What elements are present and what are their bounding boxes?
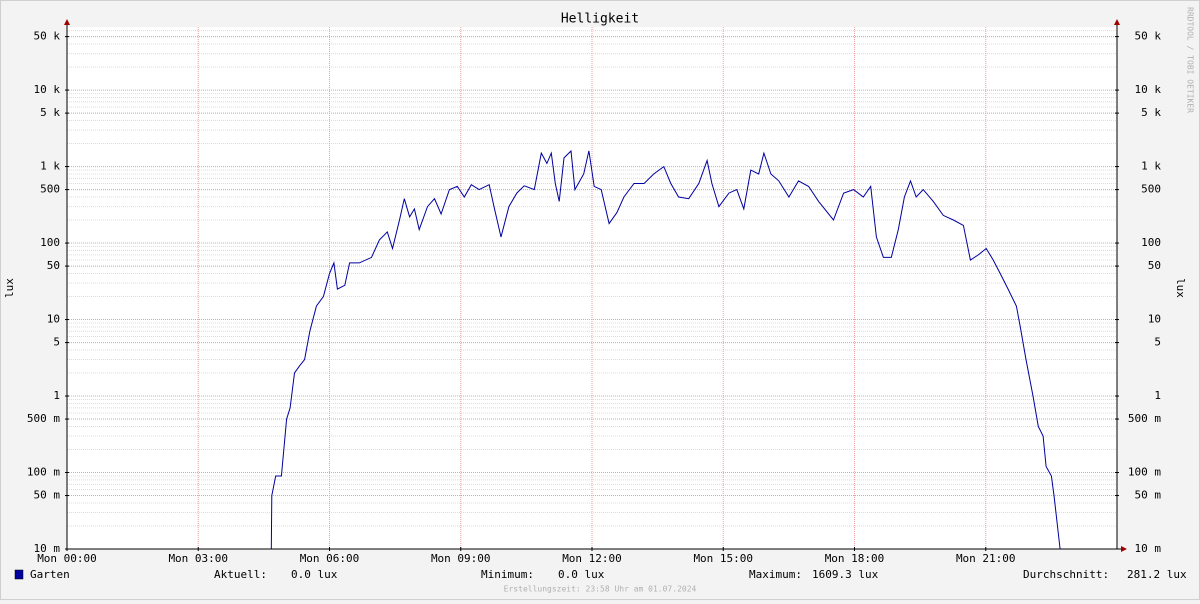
y-tick-label-right: 10 k bbox=[1135, 83, 1162, 96]
y-tick-label-right: 50 bbox=[1148, 259, 1161, 272]
stat-label: Durchschnitt: bbox=[1023, 568, 1109, 581]
chart-title: Helligkeit bbox=[561, 12, 639, 27]
stat-label: Minimum: bbox=[481, 568, 534, 581]
y-tick-label: 10 bbox=[47, 313, 60, 326]
y-tick-label-right: 100 m bbox=[1128, 466, 1161, 479]
stat-value: 0.0 lux bbox=[291, 568, 338, 581]
legend: Garten Aktuell: 0.0 lux Minimum: 0.0 lux Maxi… bbox=[14, 568, 1187, 581]
axis-arrow bbox=[1121, 546, 1127, 552]
y-tick-label-right: 5 bbox=[1154, 336, 1161, 349]
legend-label: Garten bbox=[30, 568, 70, 581]
y-tick-label: 500 bbox=[40, 183, 60, 196]
stat-value: 281.2 lux bbox=[1127, 568, 1187, 581]
y-tick-label: 10 m bbox=[34, 542, 61, 555]
y-tick-label: 1 bbox=[53, 389, 60, 402]
y-tick-label-right: 50 k bbox=[1135, 30, 1162, 43]
x-tick-label: Mon 21:00 bbox=[956, 552, 1016, 565]
y-tick-label-right: 1 bbox=[1154, 389, 1161, 402]
y-tick-label: 1 k bbox=[40, 160, 60, 173]
x-tick-label: Mon 09:00 bbox=[431, 552, 491, 565]
stat-label: Aktuell: bbox=[214, 568, 267, 581]
watermark: RRDTOOL / TOBI OETIKER bbox=[1186, 7, 1195, 113]
y-tick-label: 50 m bbox=[34, 489, 61, 502]
y-tick-label: 50 k bbox=[34, 30, 61, 43]
y-axis-label-right: lux bbox=[1174, 278, 1187, 298]
data-line bbox=[110, 149, 1117, 550]
y-tick-label: 100 bbox=[40, 236, 60, 249]
y-axis-label: lux bbox=[3, 278, 16, 298]
y-tick-label: 10 k bbox=[34, 83, 61, 96]
y-tick-label: 500 m bbox=[27, 412, 60, 425]
y-tick-label-right: 500 m bbox=[1128, 412, 1161, 425]
axis-arrow bbox=[1114, 19, 1120, 25]
y-tick-label-right: 10 bbox=[1148, 313, 1161, 326]
footer: Erstellungszeit: 23:58 Uhr am 01.07.2024 bbox=[504, 585, 697, 594]
y-tick-label-right: 500 bbox=[1141, 183, 1161, 196]
y-tick-label-right: 100 bbox=[1141, 236, 1161, 249]
x-tick-label: Mon 12:00 bbox=[562, 552, 622, 565]
x-tick-label: Mon 18:00 bbox=[825, 552, 885, 565]
stat-value: 0.0 lux bbox=[558, 568, 605, 581]
y-tick-label-right: 50 m bbox=[1135, 489, 1162, 502]
stat-value: 1609.3 lux bbox=[812, 568, 879, 581]
y-tick-label-right: 1 k bbox=[1141, 160, 1161, 173]
stat-label: Maximum: bbox=[749, 568, 802, 581]
x-tick-label: Mon 03:00 bbox=[168, 552, 228, 565]
x-tick-label: Mon 00:00 bbox=[37, 552, 97, 565]
y-tick-label: 5 k bbox=[40, 106, 60, 119]
x-tick-label: Mon 15:00 bbox=[693, 552, 753, 565]
y-tick-label-right: 5 k bbox=[1141, 106, 1161, 119]
y-tick-label: 5 bbox=[53, 336, 60, 349]
x-tick-label: Mon 06:00 bbox=[300, 552, 360, 565]
y-tick-label-right: 10 m bbox=[1135, 542, 1162, 555]
y-tick-label: 50 bbox=[47, 259, 60, 272]
y-tick-label: 100 m bbox=[27, 466, 60, 479]
axis-arrow bbox=[64, 19, 70, 25]
marks bbox=[110, 149, 1117, 550]
legend-swatch bbox=[14, 569, 24, 580]
